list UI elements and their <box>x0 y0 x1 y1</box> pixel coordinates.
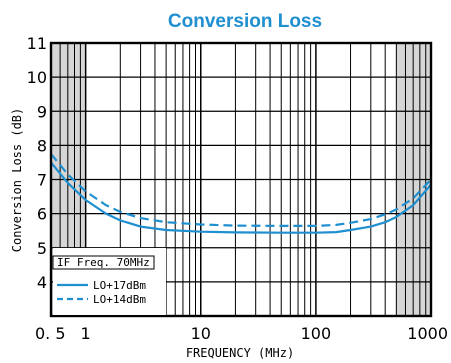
chart-title: Conversion Loss <box>168 11 322 32</box>
x-tick-labels: 0. 5 1 10 100 1000 <box>35 324 448 343</box>
x-tick-label: 1 <box>81 324 91 343</box>
x-tick-label: 1000 <box>407 324 448 343</box>
legend: IF Freq. 70MHz LO+17dBm LO+14dBm <box>52 248 166 315</box>
series-line <box>50 153 432 227</box>
y-axis-label: Conversion Loss (dB) <box>10 108 24 253</box>
legend-entry-lo17: LO+17dBm <box>93 279 146 292</box>
legend-entry-lo14: LO+14dBm <box>93 293 146 306</box>
y-tick-label: 9 <box>37 102 47 121</box>
y-tick-label: 5 <box>37 239 47 258</box>
y-tick-labels: 4 5 6 7 8 9 10 11 <box>27 34 47 292</box>
x-tick-label: 10 <box>191 324 211 343</box>
y-tick-label: 11 <box>27 34 47 53</box>
y-tick-label: 7 <box>37 171 47 190</box>
y-tick-label: 10 <box>27 68 47 87</box>
plot-frame <box>49 41 433 318</box>
legend-header-box <box>52 255 155 270</box>
series-lines <box>50 153 432 234</box>
y-tick-label: 4 <box>37 273 47 292</box>
series-line <box>50 161 432 234</box>
x-tick-label: 100 <box>301 324 332 343</box>
x-tick-label: 0. 5 <box>35 324 66 343</box>
legend-header: IF Freq. 70MHz <box>57 256 150 269</box>
x-axis-label: FREQUENCY (MHz) <box>186 346 294 360</box>
y-tick-label: 6 <box>37 205 47 224</box>
y-tick-label: 8 <box>37 136 47 155</box>
